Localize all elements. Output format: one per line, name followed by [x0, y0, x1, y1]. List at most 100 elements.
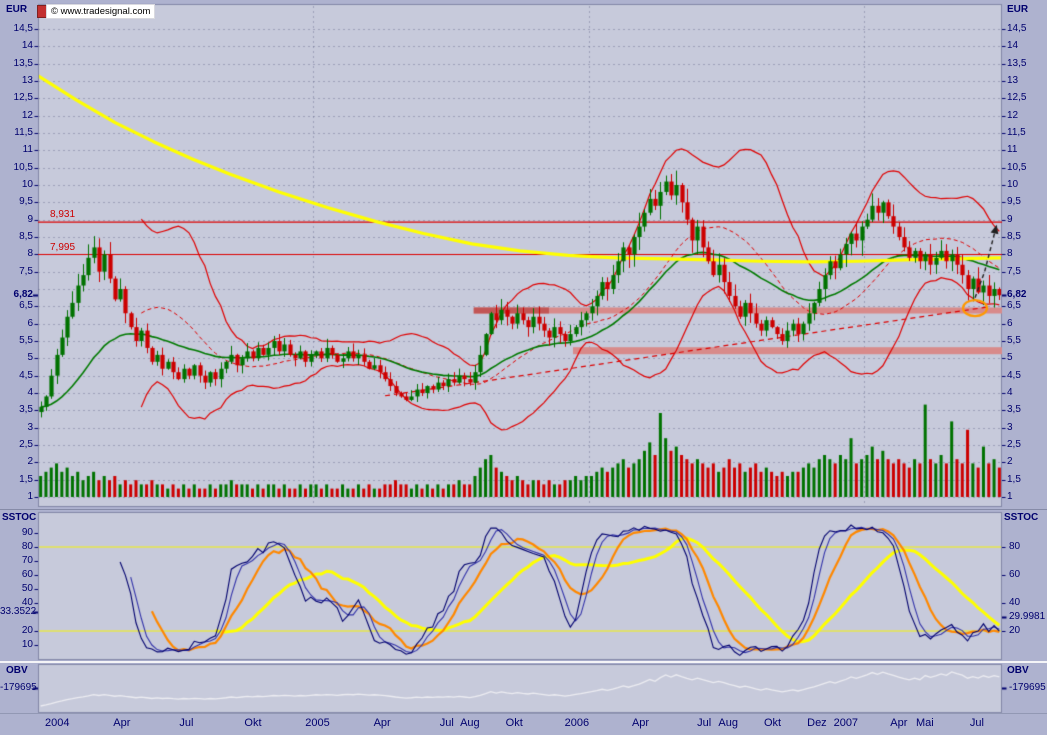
price-axis-tick-label: 1 [1007, 491, 1013, 502]
time-axis-label: 2004 [45, 717, 70, 729]
price-axis-tick-label: 10 [1007, 179, 1019, 190]
price-axis-tick-label: 9 [27, 213, 33, 225]
price-axis-tick-label: 5 [27, 352, 33, 364]
price-axis-tick-label: 4,5 [1007, 369, 1021, 381]
price-axis-tick-label: 9,5 [1007, 196, 1021, 208]
time-axis-label: 2006 [564, 717, 590, 729]
price-axis-tick-label: 14,5 [13, 23, 33, 34]
time-axis-label: Okt [764, 717, 782, 729]
price-axis-tick-label: 12,5 [1007, 92, 1027, 104]
price-axis-tick-label: 13,5 [1007, 57, 1027, 69]
price-axis-tick-label: 3,5 [1007, 404, 1021, 416]
price-axis-tick-label: 5 [1007, 352, 1013, 364]
sstoc-axis-tick-label: 80 [1009, 541, 1021, 552]
price-axis-tick-label: 9,5 [19, 196, 33, 208]
obv-axis-right[interactable]: -179695 [1002, 664, 1047, 713]
price-axis-tick-label: 11 [1007, 144, 1018, 156]
sstoc-axis-tick-label: 90 [21, 527, 33, 538]
price-axis-tick-label: 6,5 [19, 300, 33, 312]
obv-axis-left[interactable]: -179695 [0, 664, 37, 713]
time-axis-label: Aug [460, 717, 480, 729]
time-axis-label: Okt [244, 717, 262, 729]
time-axis-label: Apr [113, 717, 131, 729]
sstoc-axis-tick-label: 20 [1009, 625, 1021, 636]
price-axis-tick-label: 4,5 [19, 369, 33, 381]
price-axis-tick-label: 6,5 [1007, 300, 1021, 312]
time-axis-label: Apr [631, 717, 650, 729]
price-axis-tick-label: 13,5 [13, 57, 33, 69]
price-axis-tick-label: 13 [21, 75, 33, 86]
price-axis-tick-label: 4 [27, 387, 33, 398]
sstoc-current-value: 29.9981 [1009, 611, 1046, 622]
price-axis-tick-label: 2 [27, 456, 33, 468]
time-axis-label: 2005 [305, 717, 330, 729]
time-axis-label: Jul [697, 717, 712, 729]
sstoc-axis-tick-label: 50 [21, 583, 33, 594]
time-axis-label: 2007 [833, 717, 859, 729]
price-axis-tick-label: 3 [1007, 421, 1013, 433]
price-axis-tick-label: 8 [1007, 248, 1013, 260]
price-axis-tick-label: 7,5 [1007, 265, 1021, 277]
price-axis-tick-label: 7,5 [19, 265, 33, 277]
price-axis-tick-label: 3 [27, 421, 33, 433]
obv-current-value: -179695 [0, 682, 37, 693]
time-axis-label: Jul [439, 717, 454, 729]
sstoc-current-value: 33.3522 [0, 606, 37, 618]
sstoc-axis-tick-label: 10 [21, 639, 33, 650]
price-axis-tick-label: 3,5 [19, 404, 33, 416]
time-axis-label: Mai [916, 717, 934, 729]
price-axis-tick-label: 12 [1007, 109, 1019, 121]
price-axis-tick-label: 8,5 [1007, 231, 1021, 242]
price-axis-tick-label: 8 [27, 248, 33, 260]
price-axis-tick-label: 1 [27, 491, 33, 502]
time-axis-label: Aug [718, 717, 738, 729]
obv-current-value: -179695 [1009, 682, 1046, 693]
sstoc-axis-tick-label: 40 [1009, 597, 1021, 608]
price-axis-tick-label: 14,5 [1007, 23, 1027, 34]
current-price-label: 6,82 [1007, 289, 1027, 301]
current-price-label: 6,82 [13, 289, 33, 301]
price-axis-tick-label: 5,5 [19, 335, 33, 346]
time-axis-label: Jul [179, 717, 194, 729]
sstoc-axis-tick-label: 20 [21, 625, 33, 636]
price-axis-tick-label: 2,5 [1007, 439, 1021, 450]
time-axis-label: Apr [890, 717, 908, 729]
sstoc-axis-right[interactable]: 80 60 40 20 29.9981 [1002, 512, 1047, 660]
price-axis-right[interactable]: 14,5 14 13,5 13 12,5 12 11,5 11 10,5 10 9,5 9 8,5 8 7,… [1002, 0, 1047, 510]
price-axis-tick-label: 13 [1007, 75, 1019, 86]
sstoc-axis-left[interactable]: 90 80 70 60 50 40 20 10 33.3522 [0, 512, 37, 660]
price-axis-tick-label: 2 [1007, 456, 1013, 468]
price-axis-tick-label: 6 [1007, 317, 1013, 329]
price-axis-tick-label: 11,5 [1007, 127, 1026, 138]
price-axis-tick-label: 2,5 [19, 439, 33, 450]
price-axis-tick-label: 9 [1007, 213, 1013, 225]
price-axis-tick-label: 8,5 [19, 231, 33, 242]
price-axis-tick-label: 11,5 [14, 127, 33, 138]
time-axis-label: Dez [807, 717, 827, 729]
price-axis-tick-label: 12,5 [13, 92, 33, 104]
price-axis-tick-label: 11 [22, 144, 33, 156]
sstoc-axis-tick-label: 80 [21, 541, 33, 552]
price-axis-tick-label: 1,5 [19, 473, 33, 485]
price-axis-tick-label: 4 [1007, 387, 1013, 398]
price-axis-tick-label: 5,5 [1007, 335, 1021, 346]
time-axis-label: Okt [505, 717, 523, 729]
price-axis-left[interactable]: 14,5 14 13,5 13 12,5 12 11,5 11 10,5 10 9,5 9 8,5 8 7,… [0, 0, 37, 510]
price-axis-tick-label: 10,5 [13, 161, 33, 173]
price-axis-tick-label: 10,5 [1007, 161, 1027, 173]
price-axis-tick-label: 10 [21, 179, 33, 190]
price-axis-tick-label: 14 [1007, 40, 1019, 52]
time-axis[interactable]: 2004 Apr Jul Okt 2005 Apr Jul Aug Okt 2006 Apr Jul A… [38, 713, 1002, 735]
time-axis-label: Apr [373, 717, 391, 729]
price-axis-tick-label: 14 [21, 40, 33, 52]
sstoc-axis-tick-label: 60 [1009, 569, 1021, 580]
sstoc-axis-tick-label: 70 [21, 555, 33, 566]
time-axis-label: Jul [969, 717, 984, 729]
price-axis-tick-label: 12 [21, 109, 33, 121]
sstoc-axis-tick-label: 40 [21, 597, 33, 608]
price-axis-tick-label: 6 [27, 317, 33, 329]
price-axis-tick-label: 1,5 [1007, 473, 1021, 485]
sstoc-axis-tick-label: 60 [21, 569, 33, 580]
